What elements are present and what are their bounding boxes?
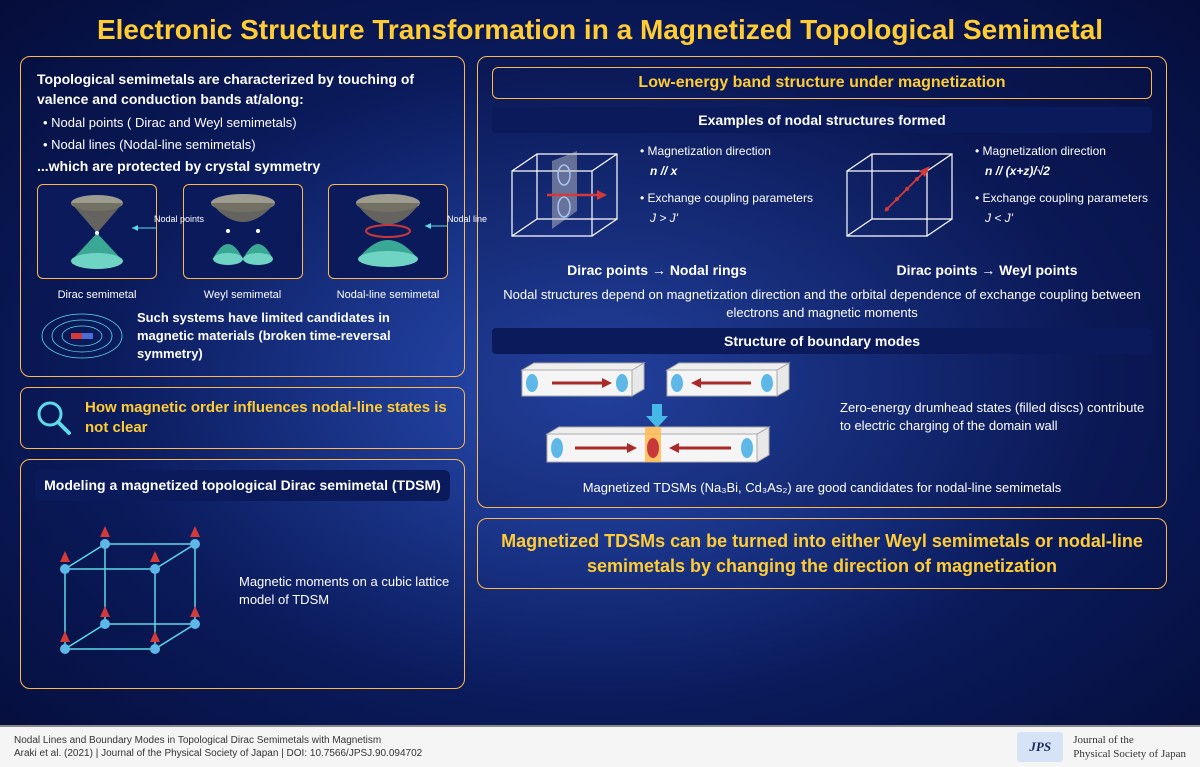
- intro-bullet-2: • Nodal lines (Nodal-line semimetals): [37, 135, 448, 155]
- dirac-cone-diagram: Nodal points: [37, 184, 157, 279]
- magnetic-systems-row: Such systems have limited candidates in …: [37, 309, 448, 364]
- examples-note: Nodal structures depend on magnetization…: [492, 286, 1152, 322]
- intro-bullet-1: • Nodal points ( Dirac and Weyl semimeta…: [37, 113, 448, 133]
- intro-panel: Topological semimetals are characterized…: [20, 56, 465, 377]
- cone-labels-row: Dirac semimetal Weyl semimetal Nodal-lin…: [37, 289, 448, 301]
- citation-details: Araki et al. (2021) | Journal of the Phy…: [14, 747, 422, 760]
- bz-cube-weyl-diagram: [827, 141, 967, 256]
- cubic-lattice-diagram: [35, 509, 225, 674]
- conclusion-box: Magnetized TDSMs can be turned into eith…: [477, 518, 1167, 589]
- examples-title-bar: Examples of nodal structures formed: [492, 107, 1152, 133]
- right-column: Low-energy band structure under magnetiz…: [477, 56, 1167, 689]
- main-columns: Topological semimetals are characterized…: [0, 56, 1200, 689]
- cone-label-3: Nodal-line semimetal: [328, 289, 448, 301]
- candidates-text: Magnetized TDSMs (Na₃Bi, Cd₃As₂) are goo…: [492, 480, 1152, 495]
- bz-cube-rings-diagram: [492, 141, 632, 256]
- nodal-line-label: Nodal line: [447, 215, 487, 225]
- footer-citation: Nodal Lines and Boundary Modes in Topolo…: [14, 734, 422, 760]
- example-2-result: Dirac points → Weyl points: [822, 262, 1152, 278]
- domain-wall-diagram: [492, 362, 822, 472]
- boundary-title-bar: Structure of boundary modes: [492, 328, 1152, 354]
- band-structure-panel: Low-energy band structure under magnetiz…: [477, 56, 1167, 508]
- left-column: Topological semimetals are characterized…: [20, 56, 465, 689]
- footer-publisher: JPS Journal of the Physical Society of J…: [1017, 732, 1186, 762]
- example-1: • Magnetization direction n // x • Excha…: [492, 141, 817, 256]
- magnifier-icon: [35, 399, 73, 437]
- magnet-field-icon: [37, 309, 127, 364]
- footer-bar: Nodal Lines and Boundary Modes in Topolo…: [0, 725, 1200, 767]
- example-2: • Magnetization direction n // (x+z)/√2 …: [827, 141, 1152, 256]
- boundary-modes-row: Zero-energy drumhead states (filled disc…: [492, 362, 1152, 472]
- example-1-result: Dirac points → Nodal rings: [492, 262, 822, 278]
- question-text: How magnetic order influences nodal-line…: [85, 398, 450, 439]
- intro-heading: Topological semimetals are characterized…: [37, 69, 448, 110]
- model-panel: Modeling a magnetized topological Dirac …: [20, 459, 465, 689]
- magnetic-systems-text: Such systems have limited candidates in …: [137, 309, 448, 364]
- example-1-params: • Magnetization direction n // x • Excha…: [640, 141, 813, 256]
- jps-logo-icon: JPS: [1017, 732, 1063, 762]
- examples-row: • Magnetization direction n // x • Excha…: [492, 141, 1152, 256]
- cone-diagrams-row: Nodal points: [37, 184, 448, 279]
- model-title: Modeling a magnetized topological Dirac …: [35, 470, 450, 501]
- cone-label-2: Weyl semimetal: [183, 289, 303, 301]
- band-structure-heading: Low-energy band structure under magnetiz…: [492, 67, 1152, 99]
- research-question-box: How magnetic order influences nodal-line…: [20, 387, 465, 450]
- cone-label-1: Dirac semimetal: [37, 289, 157, 301]
- model-description: Magnetic moments on a cubic lattice mode…: [239, 573, 450, 609]
- citation-title: Nodal Lines and Boundary Modes in Topolo…: [14, 734, 422, 747]
- example-2-params: • Magnetization direction n // (x+z)/√2 …: [975, 141, 1148, 256]
- boundary-text: Zero-energy drumhead states (filled disc…: [840, 399, 1152, 437]
- publisher-name: Journal of the Physical Society of Japan: [1073, 733, 1186, 762]
- nodal-line-diagram: Nodal line: [328, 184, 448, 279]
- weyl-cone-diagram: [183, 184, 303, 279]
- page-title: Electronic Structure Transformation in a…: [0, 0, 1200, 56]
- intro-suffix: ...which are protected by crystal symmet…: [37, 158, 448, 174]
